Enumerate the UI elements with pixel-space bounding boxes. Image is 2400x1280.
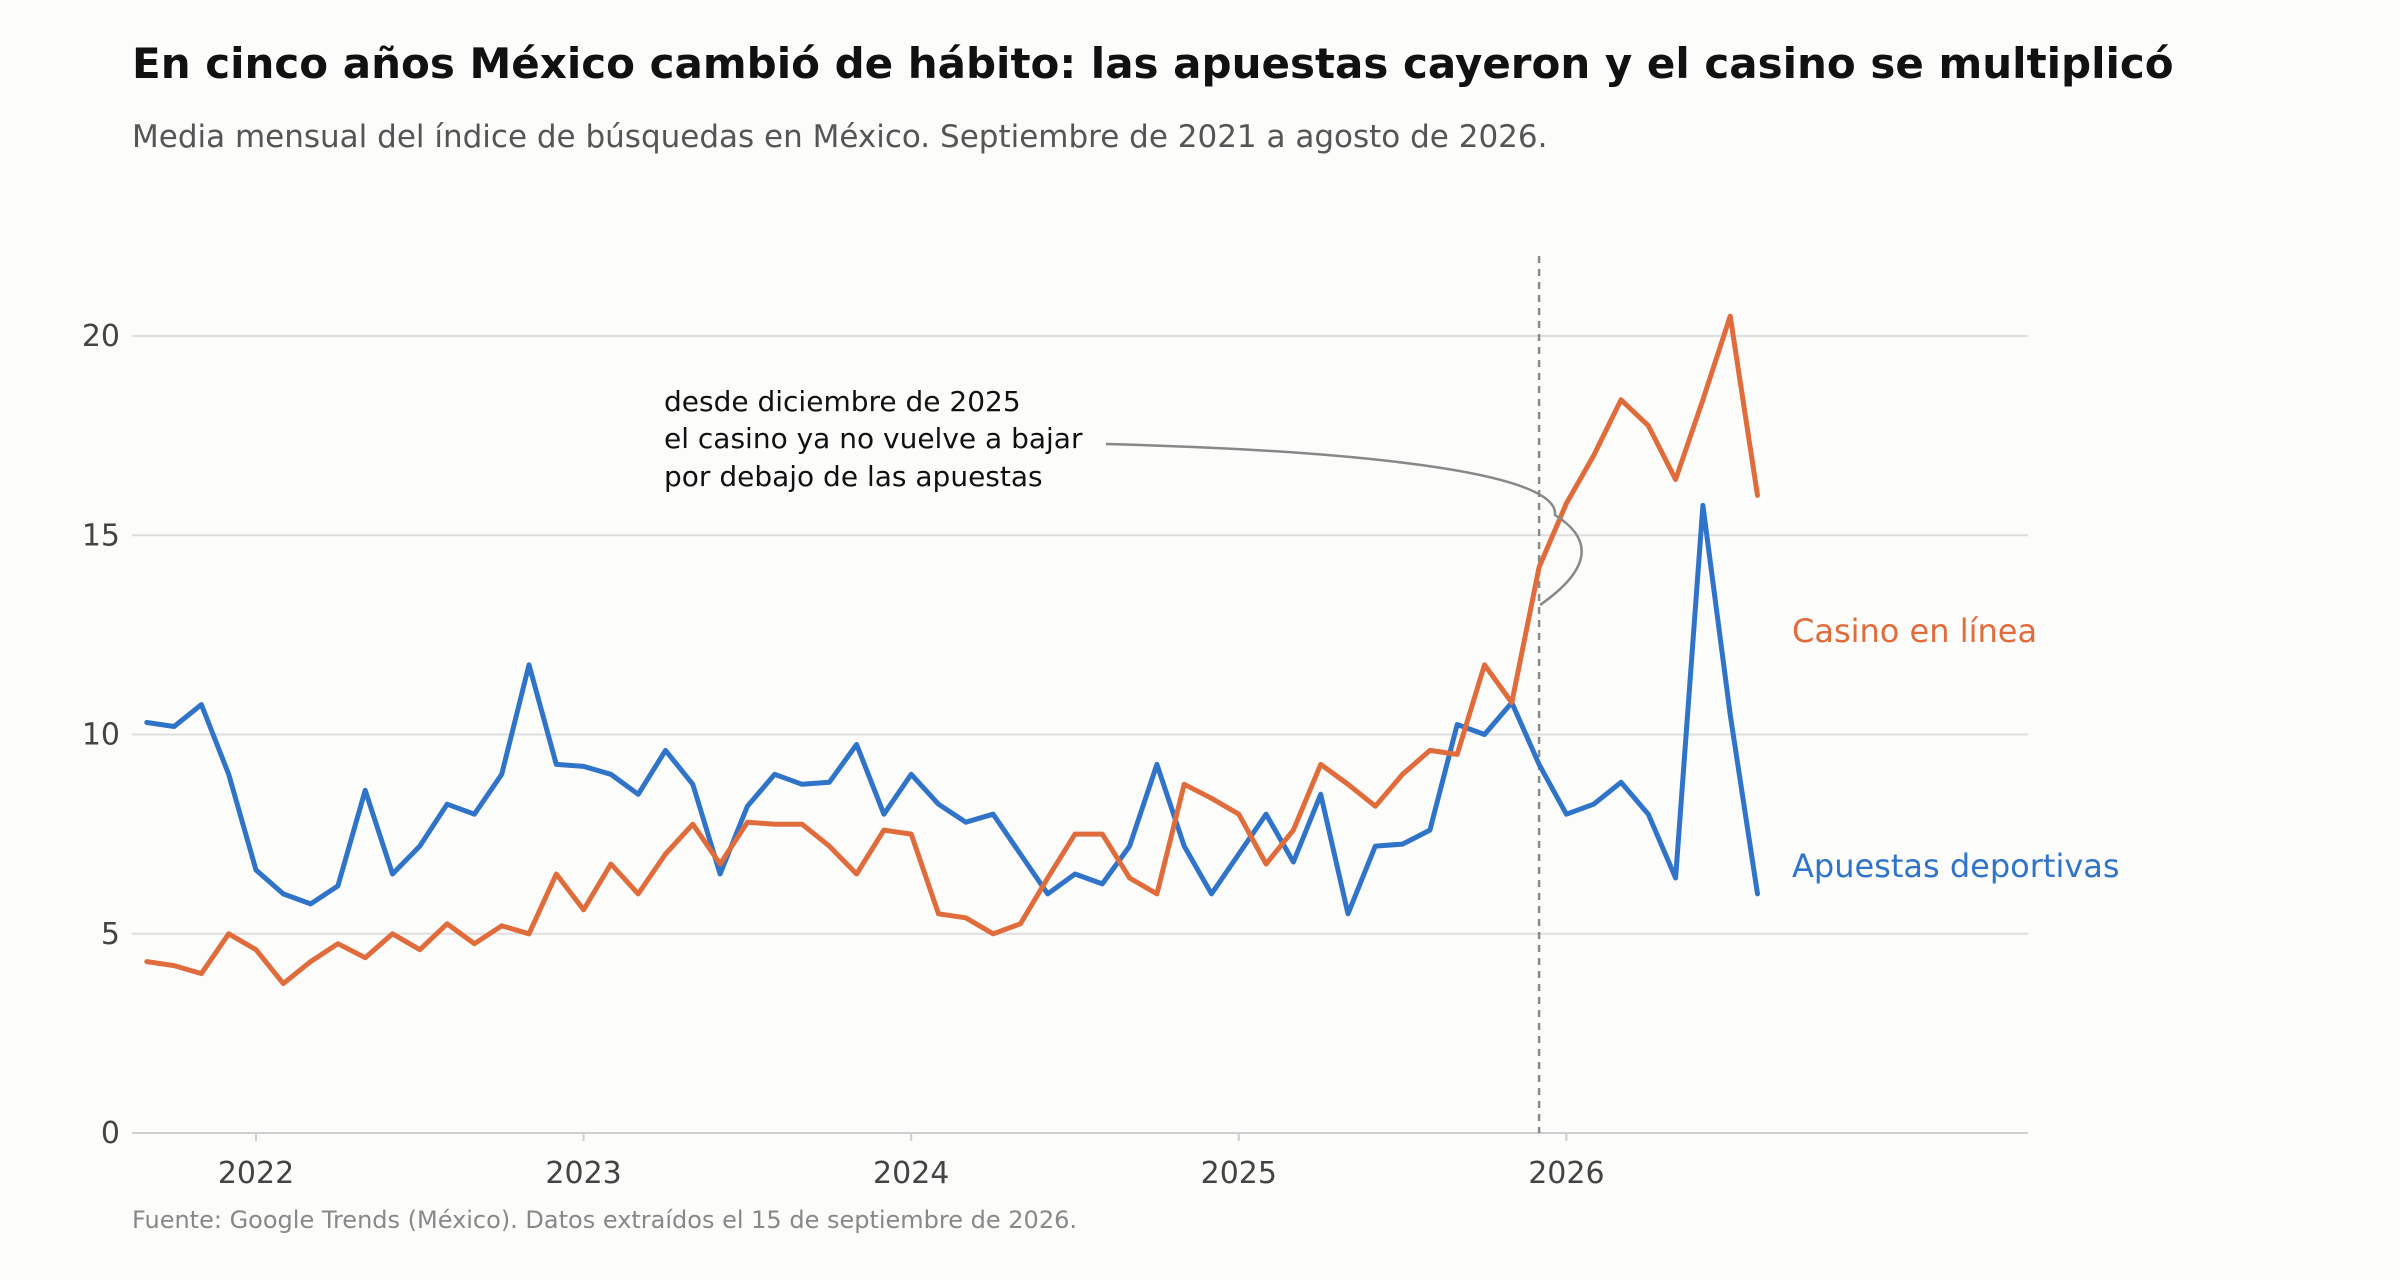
x-tick-label: 2022 [218, 1156, 294, 1191]
y-tick-label: 15 [82, 518, 120, 553]
series-label-apuestas: Apuestas deportivas [1792, 847, 2120, 885]
chart-source: Fuente: Google Trends (México). Datos ex… [132, 1206, 1077, 1234]
y-tick-label: 20 [82, 319, 120, 354]
chart-title: En cinco años México cambió de hábito: l… [132, 39, 2174, 88]
series-line-apuestas [144, 502, 1760, 917]
y-tick-label: 0 [101, 1116, 120, 1151]
x-tick-label: 2024 [873, 1156, 949, 1191]
x-tick-label: 2025 [1201, 1156, 1277, 1191]
annotation-line-3: por debajo de las apuestas [664, 460, 1043, 493]
series-lines [144, 313, 1760, 987]
series-line-casino [144, 313, 1760, 987]
gridlines [132, 256, 2028, 1134]
annotation-line-2: el casino ya no vuelve a bajar [664, 422, 1083, 455]
chart-subtitle: Media mensual del índice de búsquedas en… [132, 119, 1547, 155]
annotation-line-1: desde diciembre de 2025 [664, 385, 1021, 418]
annotation-connector [1105, 442, 1583, 607]
x-tick-label: 2023 [545, 1156, 621, 1191]
series-labels: Apuestas deportivas Casino en línea [1792, 612, 2120, 885]
annotation: desde diciembre de 2025 el casino ya no … [664, 385, 1583, 607]
x-axis-ticks: 2022 2023 2024 2025 2026 [218, 1133, 1605, 1191]
y-tick-label: 10 [82, 718, 120, 753]
x-tick-label: 2026 [1528, 1156, 1604, 1191]
series-label-casino: Casino en línea [1792, 612, 2037, 650]
y-tick-label: 5 [101, 917, 120, 952]
y-axis-ticks: 0 5 10 15 20 [82, 319, 120, 1151]
